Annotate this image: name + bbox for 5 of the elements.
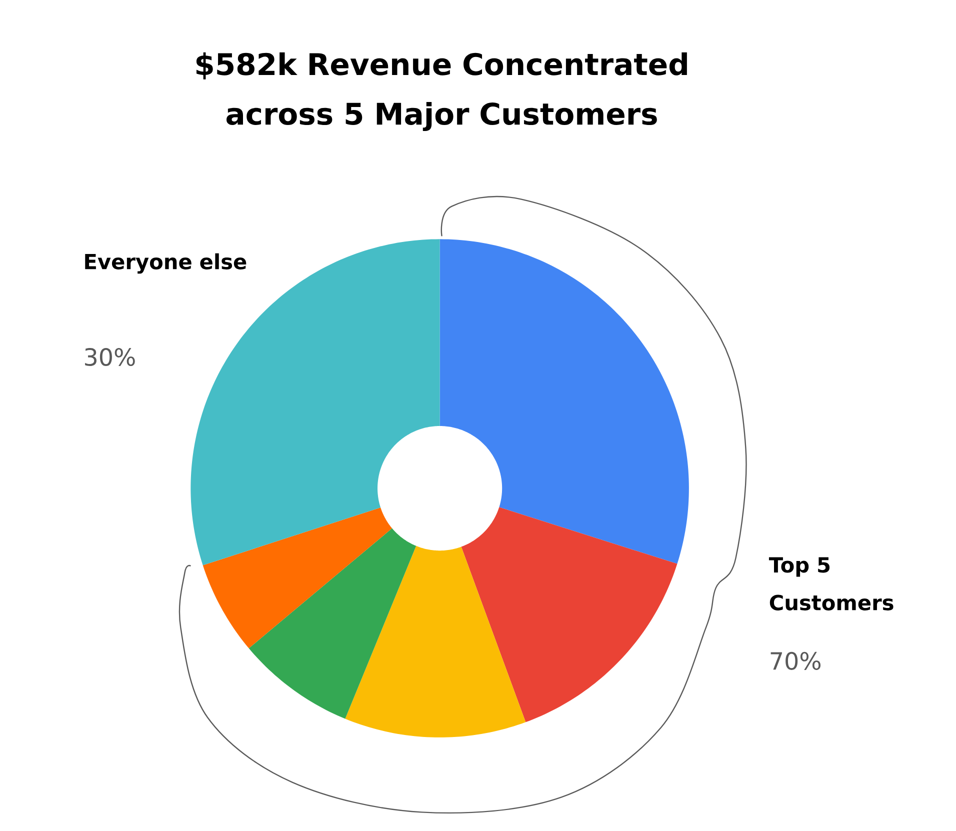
chart-title: $582k Revenue Concentrated across 5 Major Customers: [196, 52, 687, 131]
text: Top 5 Customers: [768, 557, 894, 610]
text: 30%: [85, 348, 135, 366]
text: 70%: [770, 652, 820, 670]
text: Everyone else: [85, 253, 246, 274]
